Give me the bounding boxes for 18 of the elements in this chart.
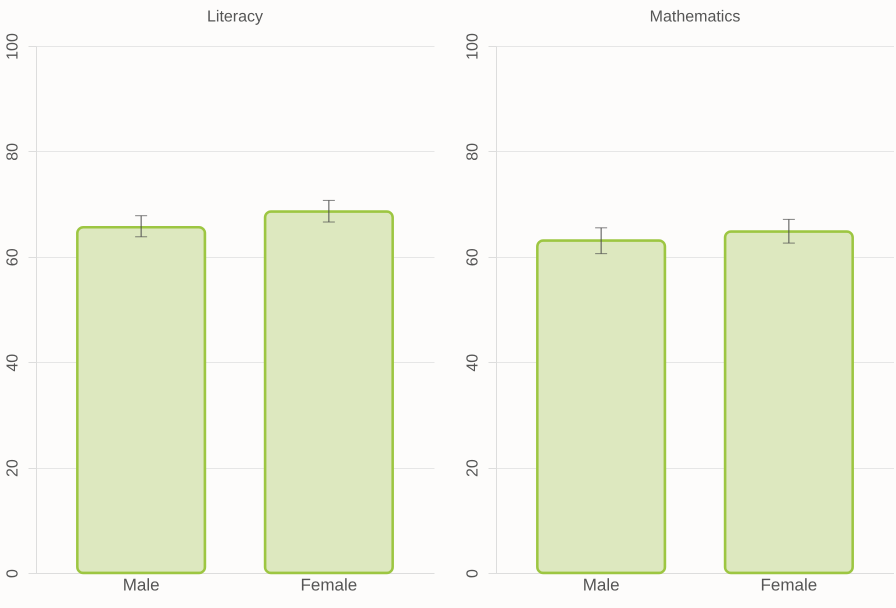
y-tick-label: 80	[4, 142, 22, 161]
y-tick-label: 40	[4, 354, 22, 372]
y-tick-label: 100	[464, 33, 482, 60]
x-tick-label: Female	[760, 576, 818, 594]
y-tick-label: 100	[4, 33, 22, 60]
chart-title: Mathematics	[650, 8, 740, 26]
x-tick-label: Female	[300, 576, 358, 594]
y-tick-label: 60	[464, 248, 482, 266]
y-tick-label: 60	[4, 248, 22, 266]
y-tick-label: 20	[4, 459, 22, 477]
y-tick-label: 40	[464, 354, 482, 372]
y-tick-label: 0	[464, 568, 482, 578]
y-tick-label: 80	[464, 142, 482, 161]
chart-title: Literacy	[206, 8, 264, 26]
y-tick-label: 0	[4, 568, 22, 578]
x-tick-label: Male	[122, 576, 160, 594]
x-tick-label: Male	[582, 576, 620, 594]
y-tick-label: 20	[464, 459, 482, 477]
